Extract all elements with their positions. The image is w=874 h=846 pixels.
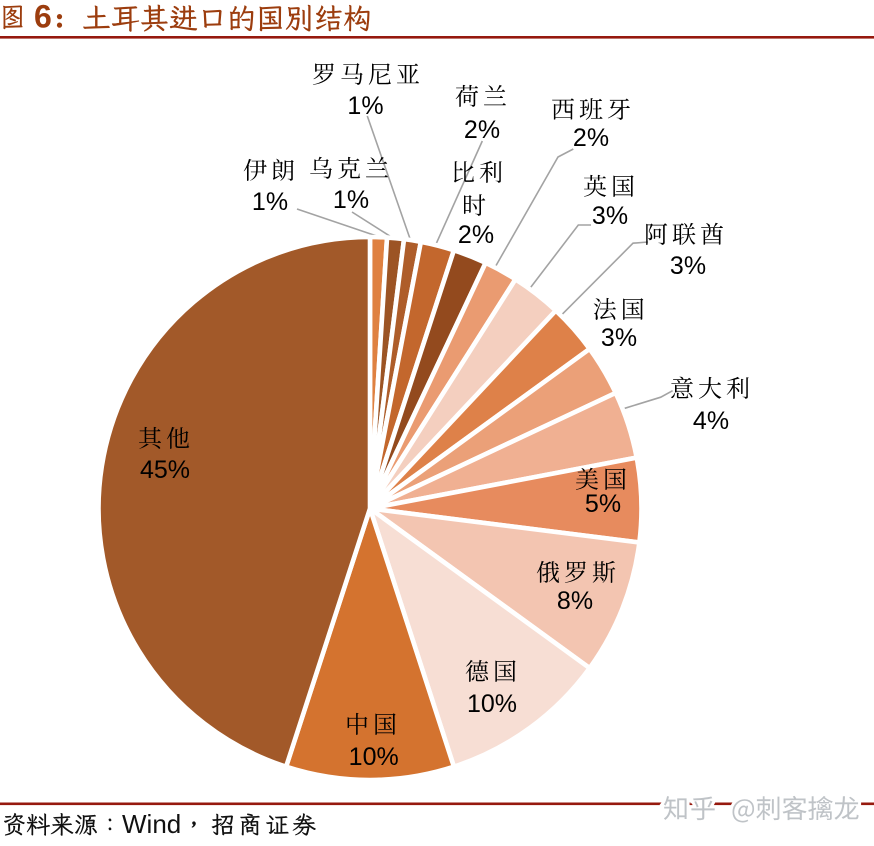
svg-text:4%: 4% [693,407,729,435]
svg-text:1%: 1% [333,186,369,214]
svg-text:1%: 1% [347,92,383,120]
svg-text:10%: 10% [349,743,399,771]
svg-text:10%: 10% [467,690,517,718]
svg-text:3%: 3% [601,324,637,352]
svg-text:2%: 2% [464,116,500,144]
svg-text:45%: 45% [140,456,190,484]
svg-text:1%: 1% [252,188,288,216]
svg-text:8%: 8% [557,587,593,615]
svg-text:3%: 3% [592,202,628,230]
svg-text:Wind: Wind [122,809,181,839]
svg-text:2%: 2% [458,221,494,249]
svg-text:2%: 2% [573,124,609,152]
svg-text:3%: 3% [670,252,706,280]
svg-text:6: 6 [34,0,52,35]
svg-text:5%: 5% [585,490,621,518]
